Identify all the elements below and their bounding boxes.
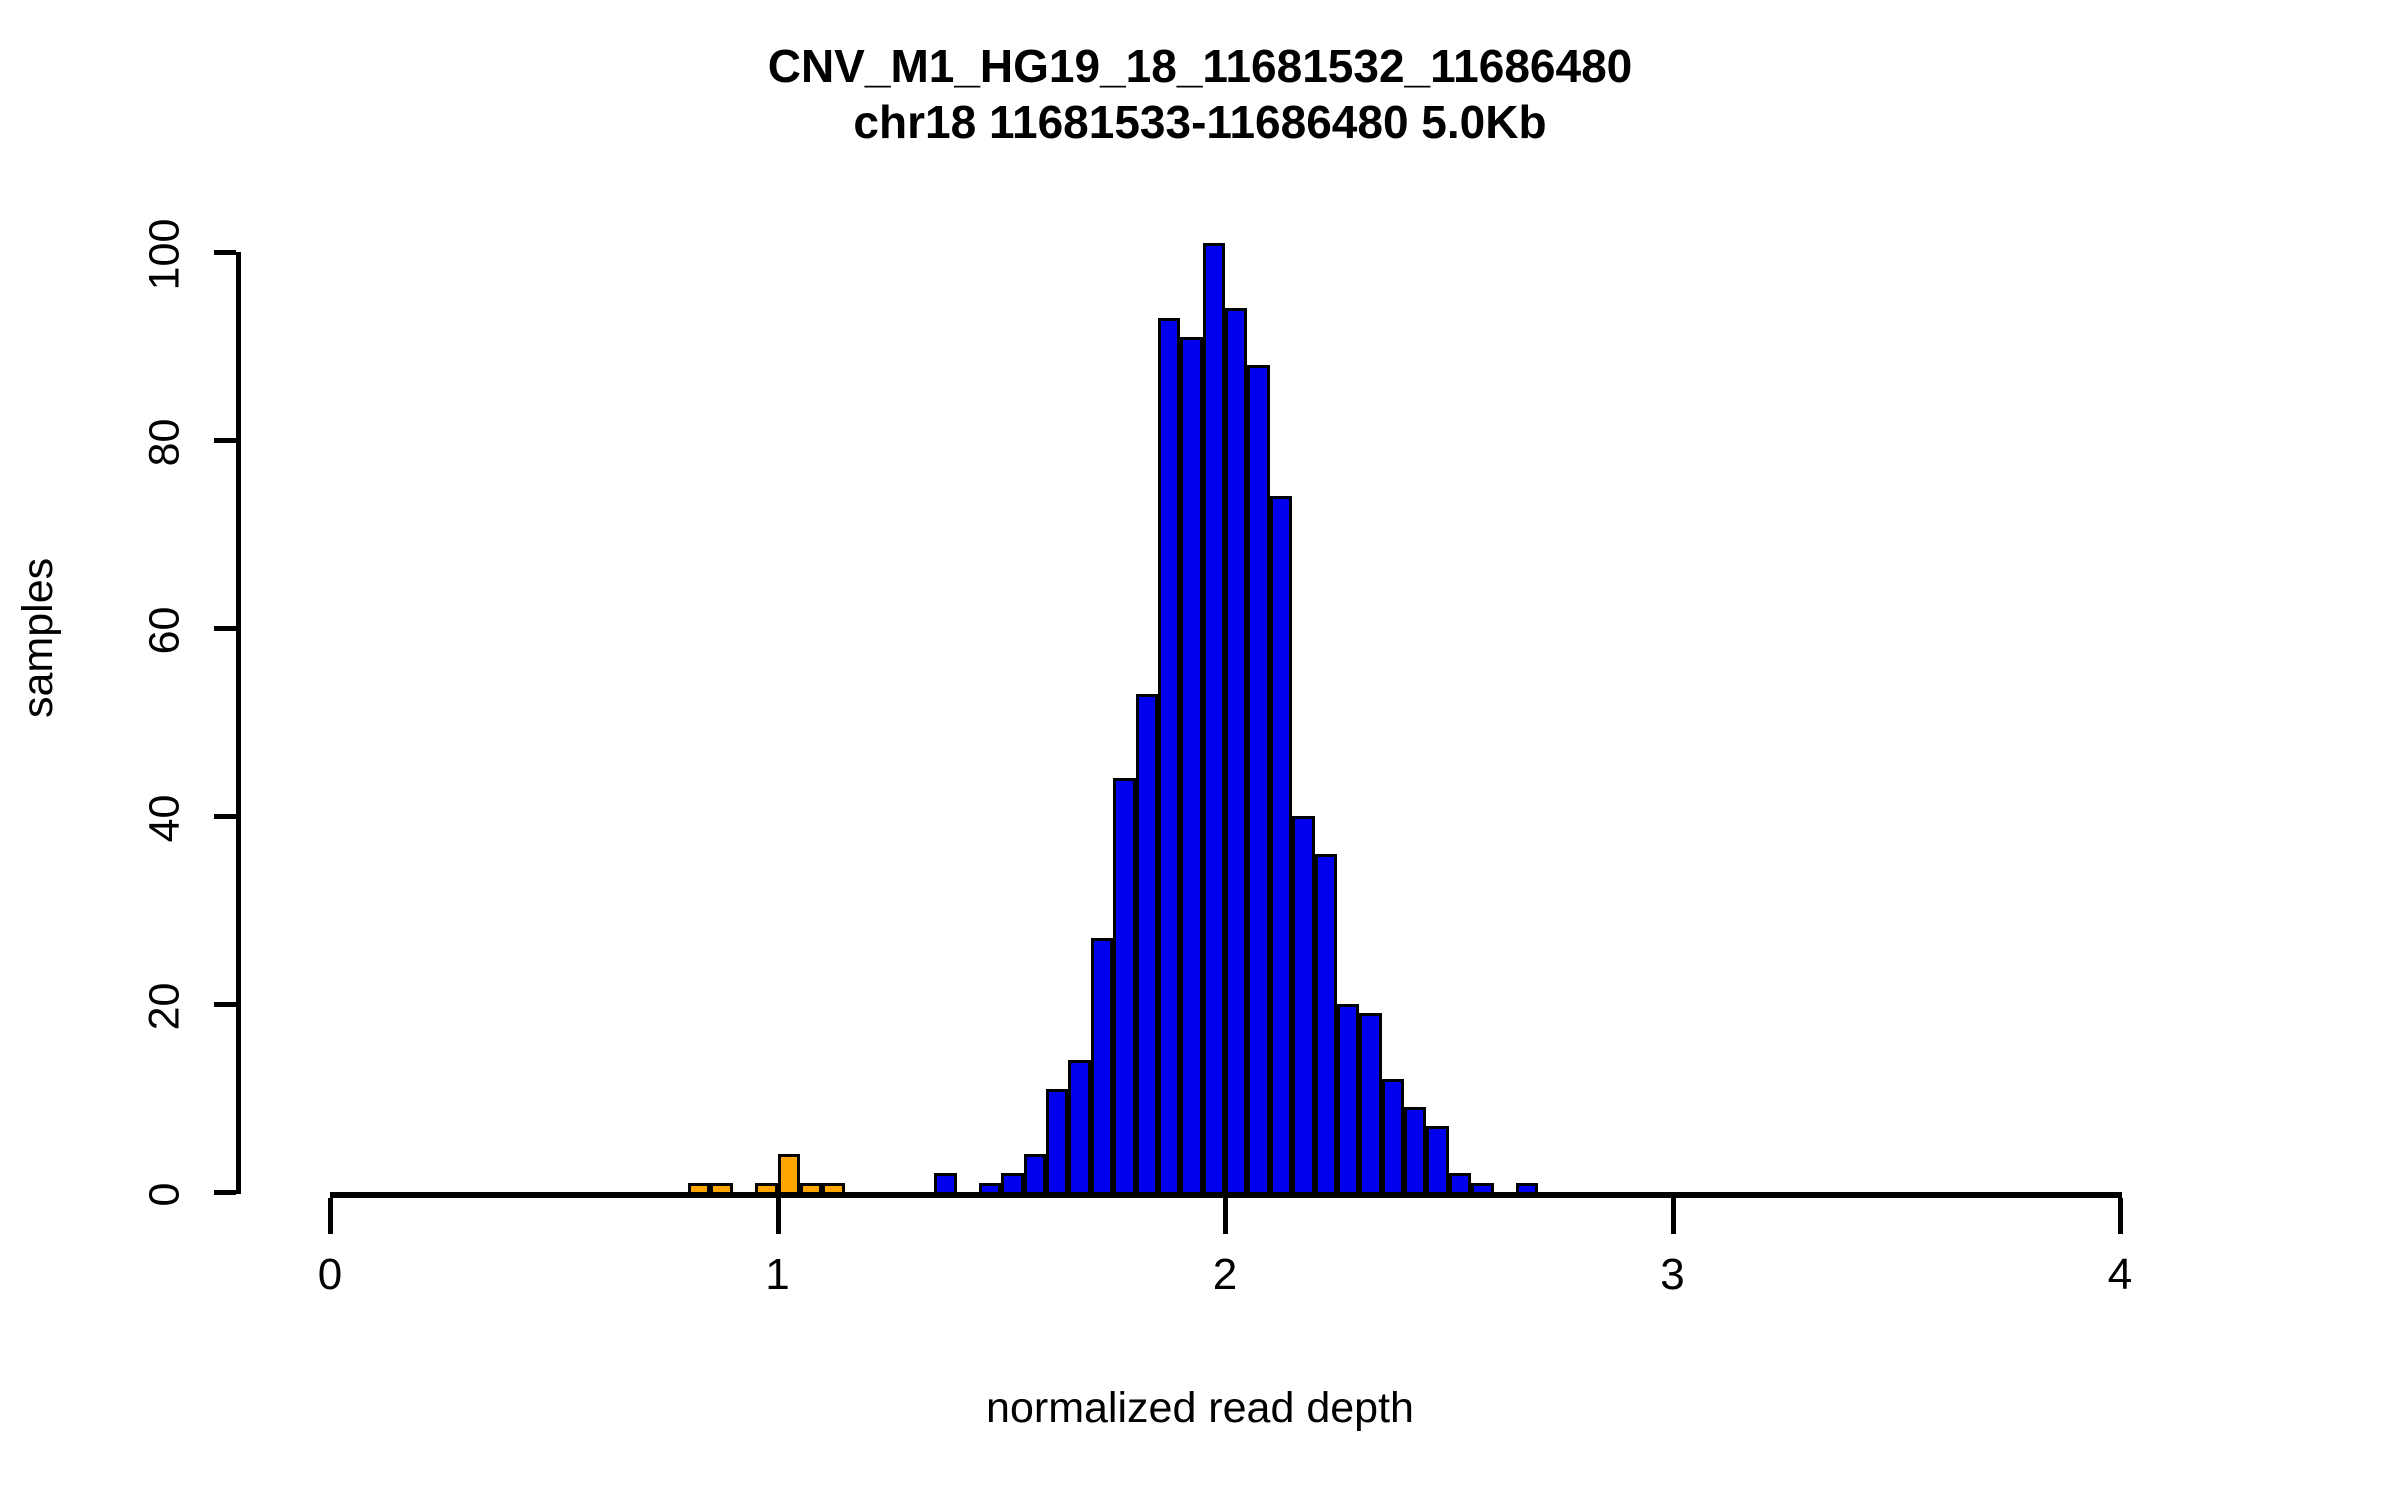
histogram-bar xyxy=(1225,308,1248,1195)
histogram-bar xyxy=(710,1182,733,1195)
histogram-bar xyxy=(1113,778,1136,1195)
histogram-bar xyxy=(1336,1004,1360,1195)
x-axis-tick xyxy=(328,1198,333,1234)
y-axis-tick xyxy=(214,1002,236,1007)
y-axis-line xyxy=(236,252,241,1194)
histogram-bar xyxy=(1471,1182,1494,1195)
histogram-bar xyxy=(1180,336,1203,1195)
chart-title: CNV_M1_HG19_18_11681532_11686480 xyxy=(767,40,1633,92)
histogram-bar xyxy=(799,1182,823,1195)
histogram-bar xyxy=(1448,1173,1472,1195)
x-axis-tick xyxy=(2118,1198,2123,1234)
histogram-bar xyxy=(1202,242,1225,1195)
chart-title-block: CNV_M1_HG19_18_11681532_11686480 chr18 1… xyxy=(0,38,2400,150)
y-axis-tick xyxy=(214,250,236,255)
y-axis-tick xyxy=(214,438,236,443)
histogram-bar xyxy=(934,1173,957,1195)
histogram-bar xyxy=(1404,1107,1427,1195)
histogram-bar xyxy=(1426,1126,1449,1195)
x-axis-tick-label: 0 xyxy=(317,1250,343,1299)
y-axis-tick xyxy=(214,1190,236,1195)
histogram-bar xyxy=(688,1182,711,1195)
x-axis-tick-label: 1 xyxy=(765,1250,790,1299)
histogram-bar xyxy=(1135,693,1158,1195)
histogram-bar xyxy=(1515,1182,1539,1195)
y-axis-tick xyxy=(214,626,236,631)
histogram-bar xyxy=(1090,938,1114,1195)
x-axis-tick-label: 2 xyxy=(1212,1250,1238,1299)
x-axis-tick xyxy=(775,1198,781,1234)
y-axis-tick xyxy=(214,814,236,819)
histogram-bar xyxy=(1359,1013,1382,1195)
histogram-bar xyxy=(1023,1154,1046,1195)
histogram-bar xyxy=(1269,496,1293,1195)
histogram-bar xyxy=(777,1154,800,1195)
histogram-bar xyxy=(755,1182,778,1195)
histogram-bar xyxy=(978,1182,1002,1195)
x-axis-line xyxy=(330,1192,2122,1198)
histogram-bar xyxy=(1247,364,1270,1195)
histogram-bar xyxy=(1068,1060,1091,1195)
x-axis-tick xyxy=(1670,1198,1676,1234)
histogram-bar xyxy=(1314,853,1337,1195)
histogram-bar xyxy=(1046,1088,1069,1195)
histogram-bar xyxy=(1157,317,1181,1195)
x-axis-title: normalized read depth xyxy=(986,1384,1414,1432)
histogram-bar xyxy=(1381,1079,1404,1195)
x-axis-tick-label: 4 xyxy=(2107,1250,2133,1299)
histogram-bar xyxy=(822,1182,845,1195)
y-axis-title: samples xyxy=(14,557,62,718)
x-axis-tick-label: 3 xyxy=(1660,1250,1685,1299)
histogram-bar xyxy=(1001,1173,1024,1195)
x-axis-tick xyxy=(1223,1198,1228,1234)
histogram-bar xyxy=(1292,816,1315,1195)
chart-subtitle: chr18 11681533-11686480 5.0Kb xyxy=(853,96,1547,148)
